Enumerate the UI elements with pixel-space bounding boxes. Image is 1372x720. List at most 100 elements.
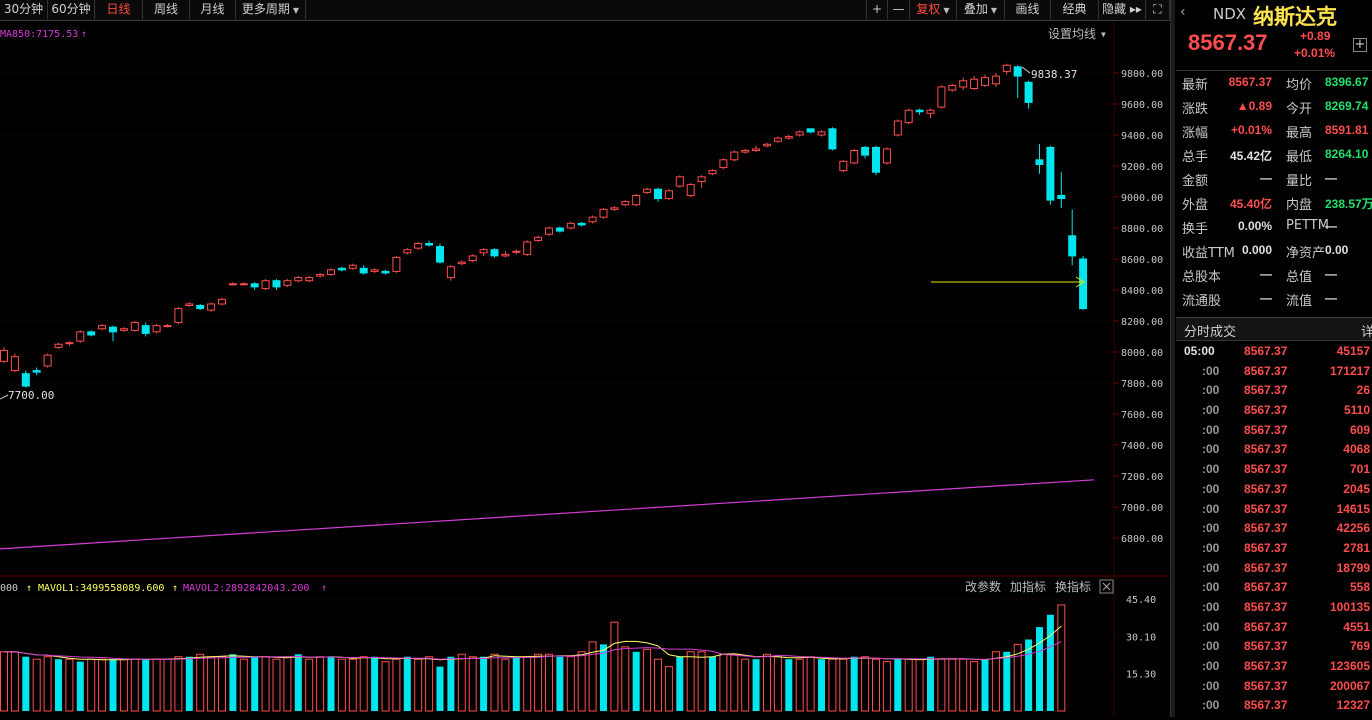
volume-bar <box>174 656 183 712</box>
volume-bar <box>643 648 652 712</box>
quote-row: 换手 0.00% PETTM — <box>1176 215 1372 239</box>
add-indicator-button[interactable]: 加指标 <box>1010 579 1046 594</box>
volume-bar <box>468 656 477 712</box>
volume-bar <box>610 621 619 712</box>
close-icon[interactable] <box>1099 579 1114 594</box>
tab-monthly[interactable]: 月线 <box>190 0 236 19</box>
candle-body <box>948 84 957 91</box>
candle-body <box>381 270 390 274</box>
volume-bar <box>1036 627 1043 711</box>
zoom-out-button[interactable]: — <box>888 0 910 19</box>
candle-body <box>686 184 695 196</box>
tab-60min[interactable]: 60分钟 <box>48 0 95 19</box>
candle-body <box>1002 64 1011 72</box>
price-grid <box>0 72 1114 539</box>
candle-body <box>534 236 543 241</box>
overlay-dropdown[interactable]: 叠加 ▼ <box>957 0 1005 19</box>
quote-header: ‹ NDX 纳斯达克 8567.37 +0.89 +0.01% + <box>1176 0 1372 68</box>
trade-volume: 12327 <box>1336 698 1370 713</box>
stat-label: 总手 <box>1182 150 1209 165</box>
ma-settings-button[interactable]: 设置均线 <box>1048 27 1096 41</box>
candle-body <box>479 249 488 254</box>
chevron-left-icon[interactable]: ‹ <box>1180 4 1186 20</box>
edit-params-button[interactable]: 改参数 <box>965 579 1001 594</box>
kline-chart[interactable]: 9800.00 9600.00 9400.00 9200.00 9000.00 8800.… <box>0 21 1170 717</box>
stat-label: 金额 <box>1182 174 1209 189</box>
quote-row: 总手 45.42亿 最低 8264.10 <box>1176 143 1372 167</box>
add-watchlist-icon[interactable]: + <box>1353 37 1367 52</box>
candle-body <box>893 120 902 136</box>
candle-body <box>784 136 793 139</box>
price-tick-label: 8800.00 <box>1121 224 1163 235</box>
tab-more-periods[interactable]: 更多周期 ▼ <box>236 0 306 19</box>
draw-line-button[interactable]: 画线 <box>1005 0 1051 19</box>
candle-body <box>664 190 673 200</box>
panel-splitter[interactable] <box>1170 0 1175 717</box>
mavol2-line <box>4 640 1062 660</box>
tab-weekly[interactable]: 周线 <box>143 0 190 19</box>
volume-bar <box>490 653 499 712</box>
price-tick-label: 8000.00 <box>1121 348 1163 359</box>
candle-body <box>904 109 913 124</box>
volume-bar <box>763 653 771 712</box>
candle-body <box>719 159 728 169</box>
candle-body <box>327 269 335 276</box>
candle-body <box>425 243 434 246</box>
volume-bar <box>1046 614 1054 711</box>
candle-body <box>915 109 924 113</box>
stat-label: 涨幅 <box>1182 126 1209 141</box>
stat-value: 8591.81 <box>1325 123 1369 137</box>
stat-value: — <box>1325 267 1337 281</box>
candle-body <box>577 222 586 226</box>
volume-bar <box>882 661 891 712</box>
candle-body <box>98 325 107 330</box>
volume-bar <box>392 658 401 712</box>
stat-label: 最低 <box>1286 150 1313 165</box>
candle-body <box>305 277 314 282</box>
candle-body <box>163 325 172 328</box>
volume-bars <box>0 604 1066 712</box>
trade-price: 8567.37 <box>1244 540 1288 555</box>
stat-value: +0.01% <box>1230 123 1272 137</box>
candle-body <box>316 274 325 277</box>
trade-volume: 200067 <box>1329 678 1370 693</box>
trade-time: :00 <box>1202 462 1220 477</box>
volume-bar <box>991 651 1000 712</box>
price-tick-label: 7000.00 <box>1121 503 1163 514</box>
chart-canvas[interactable]: 9800.00 9600.00 9400.00 9200.00 9000.00 8800.… <box>0 21 1170 717</box>
volume-bar <box>239 658 248 712</box>
price-tick-label: 9200.00 <box>1121 162 1163 173</box>
tab-daily[interactable]: 日线 <box>95 0 143 19</box>
ma850-line <box>0 479 1095 550</box>
volume-tick-label: 15.30 <box>1126 669 1156 680</box>
zoom-in-button[interactable]: + <box>866 0 888 19</box>
price-tick-label: 8600.00 <box>1121 255 1163 266</box>
tick-trades-list[interactable]: 05:00 8567.37 45157:00 8567.37 171217:00 8567… <box>1176 341 1372 715</box>
volume-bar <box>337 658 346 712</box>
swap-indicator-button[interactable]: 换指标 <box>1055 579 1091 594</box>
volume-bar <box>1025 639 1033 711</box>
trade-row: :00 8567.37 769 <box>1176 636 1372 656</box>
tab-30min[interactable]: 30分钟 <box>0 0 48 19</box>
trade-volume: 14615 <box>1336 501 1370 516</box>
hide-button[interactable]: 隐藏 ▸▸ <box>1099 0 1146 19</box>
classic-button[interactable]: 经典 <box>1051 0 1099 19</box>
trade-time: :00 <box>1202 698 1220 713</box>
fullscreen-button[interactable]: ⛶ <box>1146 0 1170 19</box>
price-tick-label: 7400.00 <box>1121 441 1163 452</box>
trade-price: 8567.37 <box>1244 639 1288 654</box>
price-axis: 9800.00 9600.00 9400.00 9200.00 9000.00 8800.… <box>0 69 1163 680</box>
detail-button[interactable]: 详 <box>1361 325 1372 340</box>
volume-bar <box>283 656 292 712</box>
volume-bar <box>251 656 259 711</box>
trade-volume: 42256 <box>1336 521 1370 536</box>
volume-bar <box>970 661 979 712</box>
trade-row: :00 8567.37 2045 <box>1176 479 1372 499</box>
trade-time: :00 <box>1202 639 1220 654</box>
volume-bar <box>436 666 444 711</box>
adjust-rights-dropdown[interactable]: 复权 ▼ <box>910 0 957 19</box>
trade-row: :00 8567.37 701 <box>1176 459 1372 479</box>
fullscreen-icon: ⛶ <box>1153 2 1162 16</box>
volume-bar <box>664 666 673 712</box>
price-tick-label: 7200.00 <box>1121 472 1163 483</box>
